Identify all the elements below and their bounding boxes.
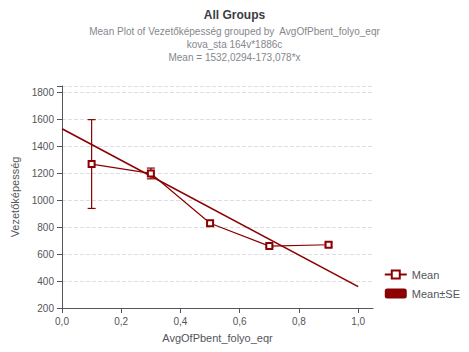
svg-text:1200: 1200 — [32, 168, 55, 179]
svg-text:600: 600 — [37, 249, 54, 260]
svg-text:Mean = 1532,0294-173,078*x: Mean = 1532,0294-173,078*x — [168, 52, 300, 63]
svg-text:Vezetőképesség: Vezetőképesség — [9, 157, 21, 238]
svg-text:AvgOfPbent_folyo_eqr: AvgOfPbent_folyo_eqr — [162, 332, 273, 344]
svg-text:1000: 1000 — [32, 195, 55, 206]
svg-text:800: 800 — [37, 222, 54, 233]
svg-text:1800: 1800 — [32, 87, 55, 98]
svg-text:1,0: 1,0 — [351, 316, 365, 327]
svg-text:200: 200 — [37, 303, 54, 314]
svg-text:Mean: Mean — [412, 269, 440, 281]
svg-text:0,4: 0,4 — [174, 316, 188, 327]
svg-text:All Groups: All Groups — [204, 8, 266, 22]
svg-text:Mean±SE: Mean±SE — [412, 288, 460, 300]
svg-text:1600: 1600 — [32, 114, 55, 125]
svg-text:0,0: 0,0 — [55, 316, 69, 327]
svg-text:400: 400 — [37, 276, 54, 287]
svg-text:Mean Plot of Vezetőképesség gr: Mean Plot of Vezetőképesség grouped by A… — [89, 26, 380, 37]
svg-text:0,6: 0,6 — [233, 316, 247, 327]
svg-text:0,2: 0,2 — [114, 316, 128, 327]
svg-text:1400: 1400 — [32, 141, 55, 152]
svg-text:0,8: 0,8 — [292, 316, 306, 327]
svg-text:kova_sta 164v*1886c: kova_sta 164v*1886c — [187, 39, 283, 50]
